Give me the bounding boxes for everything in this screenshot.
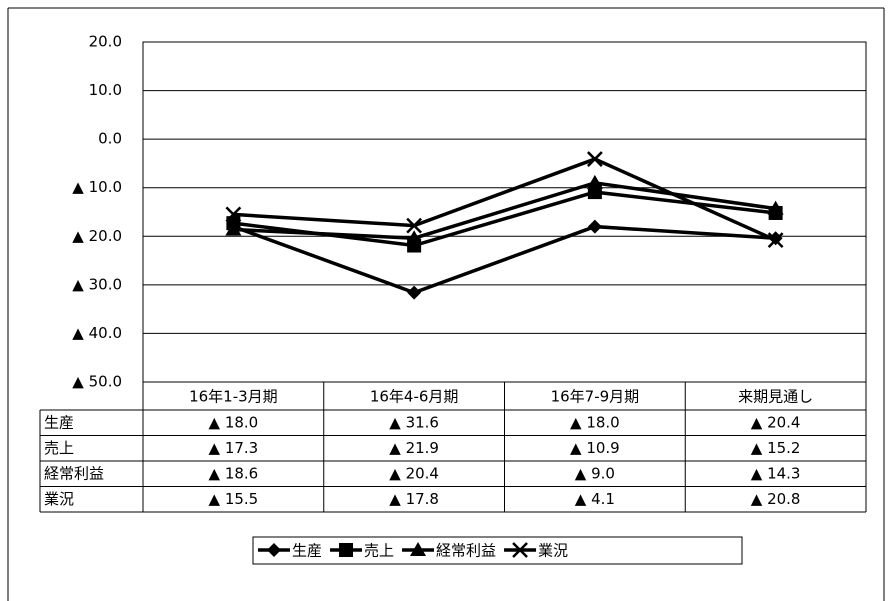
table-cell: ▲ 9.0 xyxy=(575,464,615,482)
table-cell: ▲ 18.6 xyxy=(209,464,259,482)
row-label: 経常利益 xyxy=(44,464,104,482)
point xyxy=(767,232,784,249)
series-line xyxy=(233,181,776,240)
point xyxy=(406,230,423,245)
point xyxy=(407,285,422,300)
legend-marker xyxy=(410,542,427,556)
legend-marker xyxy=(512,542,528,558)
table-cell: ▲ 20.4 xyxy=(389,464,439,482)
x-tick-label: 16年1-3月期 xyxy=(189,388,278,406)
table-cell: ▲ 15.5 xyxy=(209,490,259,508)
legend-marker xyxy=(339,543,354,557)
table-cell: ▲ 15.2 xyxy=(751,439,801,457)
legend-marker xyxy=(267,543,281,557)
table-cell: ▲ 14.3 xyxy=(751,464,801,482)
series-line xyxy=(232,224,776,295)
point xyxy=(767,200,784,215)
y-tick-label: 10.0 xyxy=(89,81,122,99)
point xyxy=(406,217,423,234)
row-label: 業況 xyxy=(44,490,74,508)
y-tick-label: ▲ 10.0 xyxy=(72,178,122,196)
point xyxy=(586,151,603,167)
row-label: 売上 xyxy=(44,439,74,457)
y-tick-label: ▲ 50.0 xyxy=(72,373,122,391)
y-tick-label: 0.0 xyxy=(98,130,122,148)
table-cell: ▲ 20.8 xyxy=(751,490,801,508)
x-tick-label: 16年7-9月期 xyxy=(551,388,640,406)
point xyxy=(225,206,242,223)
series-line xyxy=(233,157,777,242)
y-tick-label: ▲ 40.0 xyxy=(72,324,122,342)
table-cell: ▲ 4.1 xyxy=(575,490,615,508)
x-tick-label: 16年4-6月期 xyxy=(370,388,459,406)
y-tick-label: ▲ 20.0 xyxy=(72,227,122,245)
table-cell: ▲ 31.6 xyxy=(389,413,439,431)
table-cell: ▲ 10.9 xyxy=(570,439,620,457)
table-cell: ▲ 17.3 xyxy=(209,439,259,457)
row-label: 生産 xyxy=(44,413,74,431)
y-tick-label: ▲ 30.0 xyxy=(72,275,122,293)
legend-label: 生産 xyxy=(292,542,322,560)
table-cell: ▲ 21.9 xyxy=(389,439,439,457)
y-tick-label: 20.0 xyxy=(89,33,122,51)
legend xyxy=(252,536,743,565)
legend-label: 業況 xyxy=(538,542,568,560)
table-cell: ▲ 18.0 xyxy=(209,413,259,431)
point xyxy=(768,231,783,246)
point xyxy=(225,221,242,236)
table-cell: ▲ 17.8 xyxy=(389,490,439,508)
x-tick-label: 来期見通し xyxy=(738,388,813,406)
point xyxy=(587,219,602,234)
legend-label: 売上 xyxy=(364,542,394,560)
table-cell: ▲ 18.0 xyxy=(570,413,620,431)
legend-label: 経常利益 xyxy=(436,542,496,560)
table-cell: ▲ 20.4 xyxy=(751,413,801,431)
point xyxy=(586,174,603,189)
